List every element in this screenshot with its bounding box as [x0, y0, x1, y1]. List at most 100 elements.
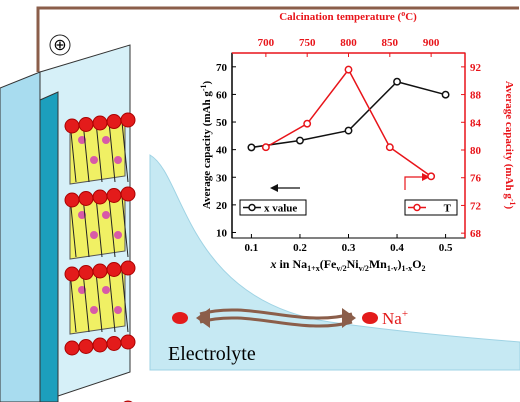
terminal-circle	[49, 34, 71, 56]
x-title-part: Mn	[369, 257, 387, 271]
bond	[69, 271, 77, 333]
bond	[95, 121, 103, 183]
y2-tick-label: 84	[470, 117, 482, 129]
bond	[82, 121, 90, 183]
bond	[121, 121, 129, 183]
o-atom	[92, 189, 108, 205]
x2-title-part: C)	[405, 11, 417, 23]
x-title-part: Ni	[347, 257, 360, 271]
x2-title-part: Calcination temperature (	[279, 11, 401, 23]
y2-tick-label: 76	[470, 173, 482, 185]
y2-title-part: )	[503, 206, 515, 210]
electrode-bar	[39, 91, 59, 402]
tm-atom	[90, 306, 98, 314]
legend-box	[404, 199, 458, 216]
data-point	[303, 119, 312, 128]
bond	[108, 196, 116, 258]
o-atom	[120, 186, 136, 202]
terminal-sign: ⊕	[53, 37, 66, 54]
y-title-sup: -1	[199, 84, 208, 91]
y-tick-label: 60	[216, 89, 228, 101]
y2-title-part: Average capacity (mAh g	[503, 81, 515, 200]
o-atom	[106, 262, 122, 277]
data-point	[296, 136, 304, 145]
y2-tick-label: 88	[470, 90, 482, 102]
o-atom	[78, 265, 94, 280]
transport-arrow	[199, 308, 353, 328]
arrow-head	[196, 308, 210, 328]
electrolyte-label: Electrolyte	[168, 343, 256, 365]
electrolyte-region	[149, 154, 520, 371]
o-atom	[120, 112, 136, 128]
tm-atom	[78, 136, 86, 144]
x2-title-sup: o	[401, 9, 405, 18]
x2-tick-label: 850	[382, 37, 399, 49]
ion	[362, 312, 378, 324]
x-title-sub: v/2	[359, 264, 369, 273]
ion-charge: +	[402, 308, 408, 320]
bond	[95, 196, 103, 258]
x2-tick-label: 750	[299, 37, 316, 49]
tm-atom	[78, 286, 86, 294]
data-point	[344, 65, 353, 74]
x-title-sub: 1+x	[307, 264, 320, 273]
y-tick-label: 70	[216, 62, 228, 74]
x-tick-label: 0.2	[293, 242, 307, 254]
x-title-sub: 1-x	[402, 264, 413, 273]
o-atom	[106, 114, 122, 129]
y-tick-label: 50	[216, 117, 228, 129]
data-point	[441, 90, 450, 99]
y-tick-label: 40	[216, 145, 228, 157]
o-atom	[92, 337, 108, 353]
x-title-part: in Na	[276, 257, 307, 271]
tm-atom	[90, 156, 98, 164]
o-atom	[92, 263, 108, 279]
legend-swatch-marker	[413, 203, 421, 212]
x2-axis-title: Calcination temperature (oC)	[279, 9, 417, 23]
bond	[82, 271, 90, 333]
y-tick-label: 10	[216, 227, 228, 239]
legend-swatch-marker	[248, 203, 256, 212]
ion-symbol: Na	[382, 309, 402, 328]
data-point	[427, 172, 436, 181]
ion	[172, 312, 188, 324]
legend-box	[239, 199, 307, 216]
tm-atom	[78, 211, 86, 219]
x2-tick-label: 700	[258, 37, 275, 49]
o-atom	[120, 334, 136, 350]
bond	[121, 271, 129, 333]
tm-atom	[114, 306, 122, 314]
legend-arrow	[404, 176, 425, 190]
y-tick-label: 30	[216, 172, 228, 184]
bond	[95, 271, 103, 333]
o-atom	[92, 115, 108, 131]
o-atom	[64, 192, 80, 208]
ion-label: Na+	[382, 308, 408, 328]
o-atom	[120, 260, 136, 276]
data-point	[393, 77, 401, 86]
o-atom	[78, 117, 94, 132]
x-title-sub: 1-v	[387, 264, 398, 273]
data-point	[344, 126, 353, 135]
x-tick-label: 0.3	[342, 242, 356, 254]
electrode-side	[0, 71, 41, 402]
legend-arrow-head	[422, 173, 430, 181]
x-title-part: (Fe	[320, 257, 337, 271]
y2-tick-label: 80	[470, 145, 482, 157]
x-axis-title: x in Na1+x(Fev/2Niv/2Mn1-v)1-xO2	[269, 257, 425, 273]
y2-axis-title: Average capacity (mAh g-1)	[503, 81, 517, 210]
x-title-part: O	[412, 257, 421, 271]
o-atom	[64, 340, 80, 356]
o-atom	[78, 339, 94, 354]
y2-tick-label: 68	[470, 228, 482, 240]
legend-label: x value	[264, 203, 297, 215]
x-tick-label: 0.4	[390, 242, 404, 254]
o-atom	[106, 188, 122, 203]
x-tick-label: 0.5	[439, 242, 453, 254]
tm-atom	[102, 286, 110, 294]
x2-tick-label: 800	[340, 37, 357, 49]
wire	[36, 6, 519, 72]
o-atom	[64, 118, 80, 134]
y-title-part: Average capacity (mAh g	[201, 91, 213, 210]
